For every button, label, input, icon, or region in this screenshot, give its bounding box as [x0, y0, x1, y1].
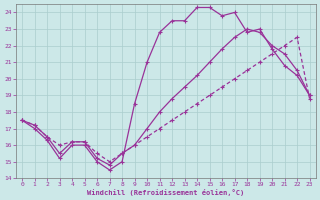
X-axis label: Windchill (Refroidissement éolien,°C): Windchill (Refroidissement éolien,°C) — [87, 189, 244, 196]
